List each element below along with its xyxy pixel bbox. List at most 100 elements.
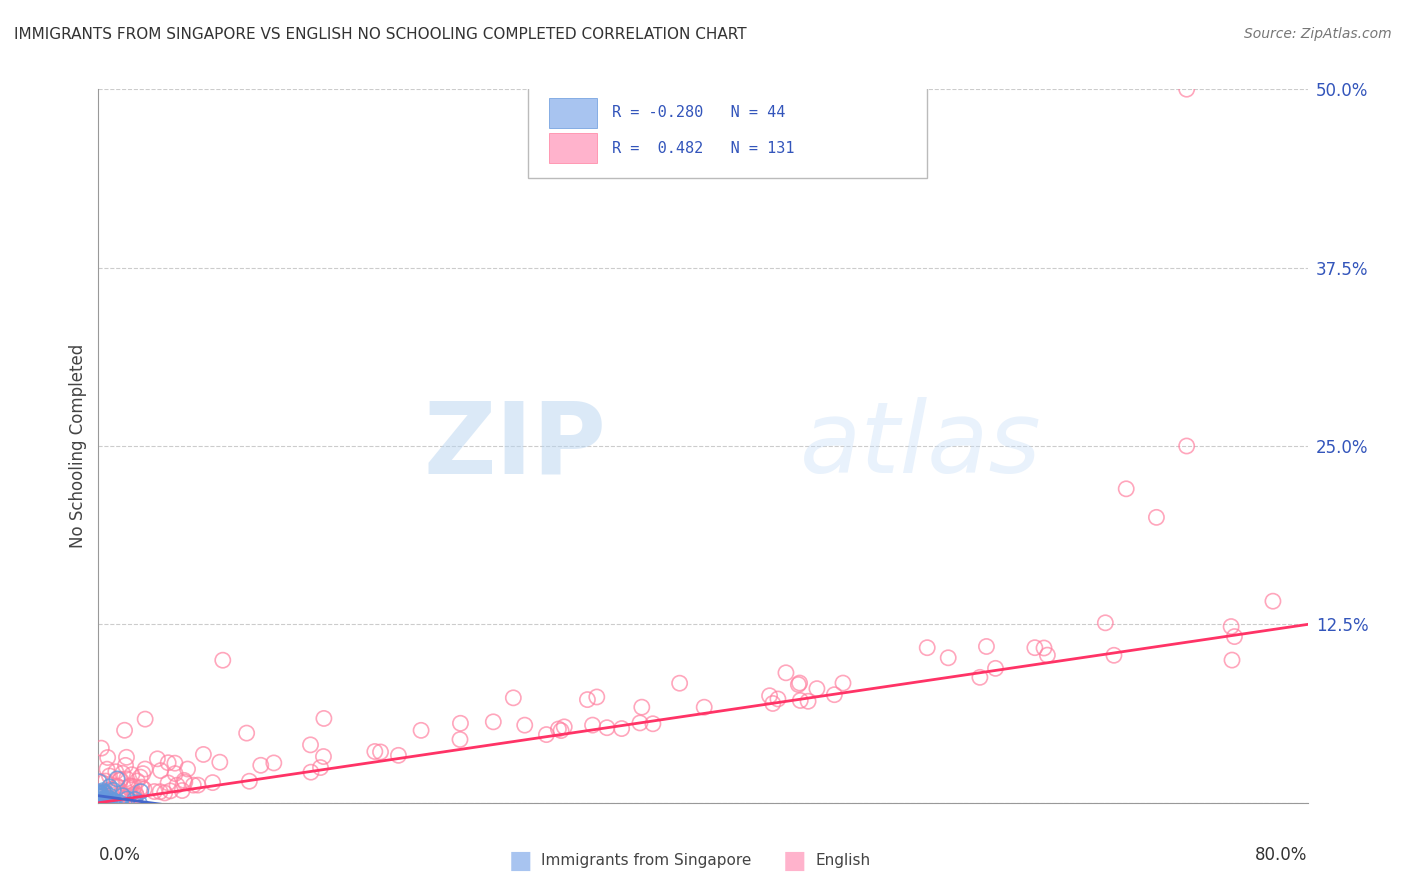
Point bbox=[98, 789, 121, 803]
Point bbox=[93, 793, 115, 807]
Point bbox=[553, 720, 575, 734]
Point bbox=[628, 715, 651, 730]
Point bbox=[107, 789, 129, 804]
Point bbox=[89, 789, 111, 804]
Point bbox=[91, 795, 114, 809]
Point bbox=[762, 697, 785, 711]
Point bbox=[96, 794, 118, 808]
Point bbox=[101, 788, 124, 802]
Point bbox=[787, 677, 810, 691]
Point bbox=[187, 778, 209, 792]
Point bbox=[125, 789, 148, 803]
Point bbox=[103, 783, 125, 797]
Point bbox=[101, 794, 124, 808]
Point bbox=[976, 640, 998, 654]
Point bbox=[370, 745, 392, 759]
Point bbox=[789, 676, 811, 690]
Point bbox=[94, 774, 117, 789]
Point bbox=[299, 738, 322, 752]
Point bbox=[107, 796, 129, 810]
Text: ZIP: ZIP bbox=[423, 398, 606, 494]
Point bbox=[299, 765, 322, 780]
Point bbox=[238, 774, 260, 789]
Point bbox=[89, 789, 111, 804]
Point bbox=[94, 795, 117, 809]
Point bbox=[101, 794, 124, 808]
Point bbox=[1175, 439, 1198, 453]
Point bbox=[90, 788, 112, 802]
Point bbox=[121, 767, 143, 781]
Point bbox=[114, 789, 136, 803]
Point bbox=[143, 784, 166, 798]
Point bbox=[96, 793, 118, 807]
Point bbox=[115, 772, 138, 786]
Point bbox=[159, 784, 181, 798]
Point bbox=[1144, 510, 1167, 524]
Point bbox=[91, 792, 114, 806]
Point bbox=[90, 794, 112, 808]
Point bbox=[181, 778, 204, 792]
Point bbox=[157, 776, 180, 790]
Point bbox=[409, 723, 432, 738]
Point bbox=[89, 795, 111, 809]
Point bbox=[536, 728, 558, 742]
Point bbox=[201, 775, 224, 789]
Point bbox=[105, 779, 128, 793]
Point bbox=[173, 773, 195, 788]
Point bbox=[766, 692, 789, 706]
Point bbox=[806, 681, 828, 696]
Point bbox=[173, 775, 195, 789]
Point bbox=[98, 794, 121, 808]
Point bbox=[110, 772, 132, 787]
Point bbox=[117, 780, 139, 795]
Point bbox=[89, 790, 111, 805]
Point bbox=[90, 795, 112, 809]
Point bbox=[127, 774, 149, 789]
Point bbox=[789, 693, 811, 707]
Point bbox=[165, 766, 187, 780]
Point bbox=[211, 653, 233, 667]
Point bbox=[128, 796, 150, 810]
Point bbox=[90, 792, 112, 806]
Point bbox=[89, 774, 111, 789]
Point bbox=[1115, 482, 1137, 496]
Point bbox=[114, 723, 136, 738]
Point bbox=[610, 722, 633, 736]
Point bbox=[832, 676, 855, 690]
Point bbox=[91, 794, 114, 808]
Point bbox=[98, 769, 121, 783]
Point bbox=[96, 794, 118, 808]
Point bbox=[1175, 82, 1198, 96]
Point bbox=[163, 756, 186, 771]
Point bbox=[172, 783, 194, 797]
Point bbox=[823, 688, 845, 702]
Point bbox=[969, 670, 991, 684]
Point bbox=[1223, 630, 1246, 644]
Point bbox=[668, 676, 690, 690]
Point bbox=[108, 773, 131, 788]
Point bbox=[89, 790, 111, 805]
FancyBboxPatch shape bbox=[550, 98, 596, 128]
Point bbox=[87, 785, 110, 799]
Text: R =  0.482   N = 131: R = 0.482 N = 131 bbox=[612, 141, 794, 156]
Point bbox=[118, 789, 141, 803]
Point bbox=[115, 750, 138, 764]
Point bbox=[176, 762, 198, 776]
Point bbox=[309, 761, 332, 775]
Point bbox=[118, 779, 141, 793]
Point bbox=[449, 732, 471, 747]
Y-axis label: No Schooling Completed: No Schooling Completed bbox=[69, 344, 87, 548]
Point bbox=[90, 786, 112, 800]
Point bbox=[693, 700, 716, 714]
Text: English: English bbox=[815, 854, 870, 868]
Point bbox=[91, 792, 114, 806]
Point bbox=[134, 762, 156, 776]
Point bbox=[98, 791, 121, 805]
Point bbox=[132, 766, 155, 780]
Point bbox=[96, 762, 118, 776]
Point bbox=[132, 782, 155, 797]
Point bbox=[775, 665, 797, 680]
Point bbox=[103, 794, 125, 808]
Point bbox=[108, 796, 131, 810]
Point bbox=[105, 780, 128, 794]
